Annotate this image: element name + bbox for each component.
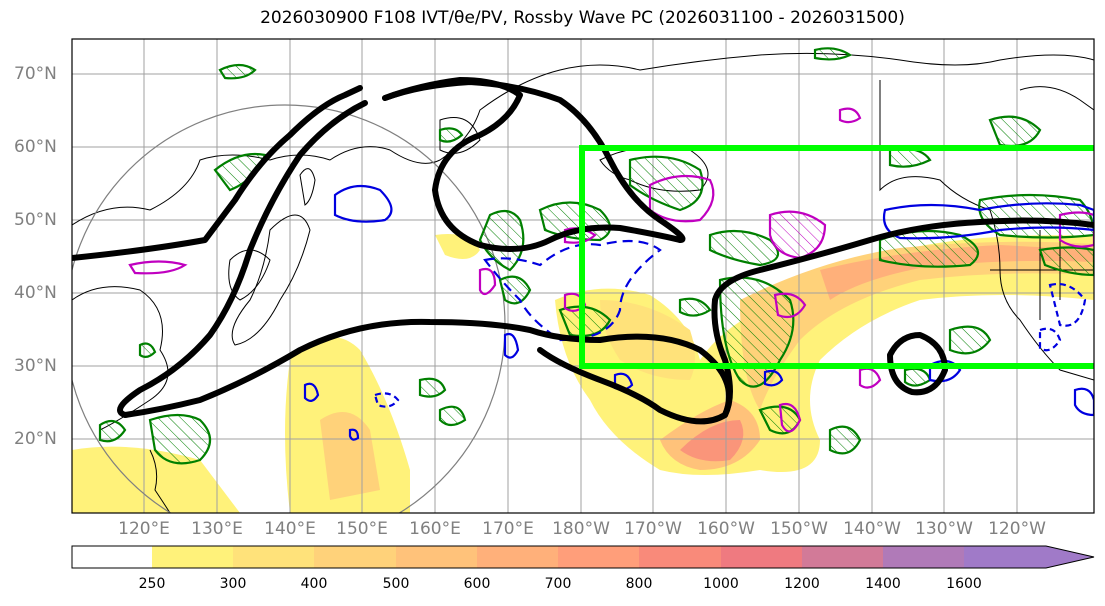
lon-label-120w: 120°W — [988, 519, 1046, 539]
lon-label-130e: 130°E — [191, 519, 243, 539]
lat-label-20n: 20°N — [14, 429, 57, 449]
lon-label-170e: 170°E — [482, 519, 534, 539]
lon-label-180w: 180°W — [552, 519, 610, 539]
lat-label-40n: 40°N — [14, 283, 57, 303]
colorbar-tick: 1000 — [703, 576, 739, 592]
lon-label-150w: 150°W — [770, 519, 828, 539]
jet-contour — [72, 77, 1094, 425]
colorbar — [71, 545, 1095, 569]
colorbar-tick: 250 — [138, 576, 166, 592]
lon-label-130w: 130°W — [915, 519, 973, 539]
lon-label-170w: 170°W — [624, 519, 682, 539]
magenta-contours — [128, 107, 1094, 433]
colorbar-tick: 500 — [382, 576, 410, 592]
lon-label-140w: 140°W — [843, 519, 901, 539]
colorbar-tick: 1200 — [784, 576, 820, 592]
lon-label-160e: 160°E — [409, 519, 461, 539]
colorbar-tick: 700 — [544, 576, 572, 592]
lon-label-140e: 140°E — [264, 519, 316, 539]
colorbar-tick: 400 — [300, 576, 328, 592]
colorbar-tick: 1600 — [946, 576, 982, 592]
lat-label-60n: 60°N — [14, 137, 57, 157]
lon-label-160w: 160°W — [697, 519, 755, 539]
pv-contours — [98, 47, 1094, 465]
lat-label-70n: 70°N — [14, 64, 57, 84]
lon-label-150e: 150°E — [336, 519, 388, 539]
colorbar-tick: 600 — [463, 576, 491, 592]
colorbar-tick: 1400 — [865, 576, 901, 592]
lat-label-50n: 50°N — [14, 210, 57, 230]
lat-label-30n: 30°N — [14, 356, 57, 376]
map-title: 2026030900 F108 IVT/θe/PV, Rossby Wave P… — [260, 8, 905, 28]
colorbar-tick: 800 — [625, 576, 653, 592]
colorbar-tick: 300 — [219, 576, 247, 592]
map-frame — [71, 38, 1095, 514]
blue-contours — [303, 184, 1094, 441]
lon-label-120e: 120°E — [118, 519, 170, 539]
rossby-wave-box — [579, 145, 1094, 369]
